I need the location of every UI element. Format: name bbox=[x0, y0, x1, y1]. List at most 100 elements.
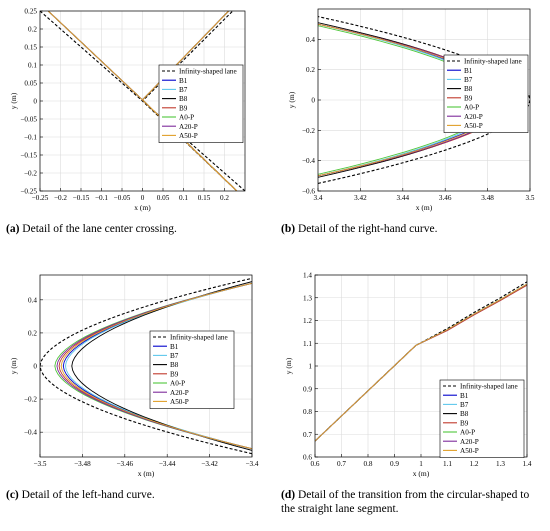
chart-c-x-tick-label: −3.5 bbox=[33, 460, 46, 468]
chart-d-x-tick-label: 1 bbox=[419, 460, 423, 468]
chart-b-y-tick-label: −0.2 bbox=[302, 127, 315, 135]
chart-d-series-line bbox=[315, 283, 527, 442]
chart-c-legend-label: A20-P bbox=[170, 389, 189, 397]
chart-a-x-tick-label: 0.05 bbox=[157, 194, 170, 202]
chart-d-x-tick-label: 1.4 bbox=[523, 460, 532, 468]
caption-c-tag: (c) bbox=[6, 489, 19, 501]
chart-c-x-tick-label: −3.42 bbox=[201, 460, 218, 468]
chart-d-x-tick-label: 1.2 bbox=[470, 460, 479, 468]
chart-a-y-tick-label: −0.15 bbox=[20, 152, 37, 160]
chart-a-y-axis-label: y (m) bbox=[9, 92, 18, 109]
chart-a-y-tick-label: 0.1 bbox=[28, 62, 37, 70]
chart-c-series-line bbox=[71, 281, 252, 451]
chart-c-x-tick-label: −3.4 bbox=[245, 460, 258, 468]
chart-a-y-tick-label: 0.2 bbox=[28, 26, 37, 34]
chart-b-legend-label: A50-P bbox=[464, 122, 483, 130]
chart-d-legend-label: Infinity-shaped lane bbox=[460, 383, 518, 391]
caption-a-tag: (a) bbox=[6, 223, 20, 235]
chart-d-y-tick-label: 1 bbox=[308, 363, 312, 371]
chart-a-y-tick-label: 0.05 bbox=[24, 80, 37, 88]
chart-c-axes-frame bbox=[39, 274, 253, 458]
chart-c-legend-label: B1 bbox=[170, 343, 179, 351]
chart-c-y-tick-label: −0.4 bbox=[24, 429, 37, 437]
chart-c-y-tick-label: 0.2 bbox=[28, 329, 37, 337]
chart-c-legend-box bbox=[149, 330, 235, 409]
chart-d-x-tick-label: 0.8 bbox=[364, 460, 373, 468]
chart-c-series-group bbox=[40, 277, 252, 455]
chart-a-legend-box bbox=[158, 64, 244, 143]
caption-b-text: Detail of the right-hand curve. bbox=[295, 223, 438, 235]
chart-b-svg: 3.4 3.42 3.44 3.46 3.48 3.5 −0.6 −0.4 −0.2 0 0.2 0.… bbox=[287, 8, 535, 212]
chart-b-x-tick-label: 3.48 bbox=[481, 194, 494, 202]
chart-a-svg: −0.25 −0.2 −0.15 −0.1 −0.05 0 0.05 0.1 0.15 0.2 −0… bbox=[9, 8, 246, 212]
chart-b-y-tick-label: −0.4 bbox=[302, 157, 315, 165]
chart-b-legend-label: Infinity-shaped lane bbox=[464, 58, 522, 66]
chart-d-legend-label: B9 bbox=[460, 419, 469, 427]
chart-b-x-tick-label: 3.46 bbox=[439, 194, 452, 202]
chart-b-legend-label: B8 bbox=[464, 85, 473, 93]
chart-d-y-axis-label: y (m) bbox=[284, 357, 293, 374]
chart-b-legend-label: B7 bbox=[464, 76, 473, 84]
chart-d-y-tick-label: 0.6 bbox=[303, 454, 312, 462]
chart-b-x-tick-label: 3.5 bbox=[526, 194, 535, 202]
caption-d-tag: (d) bbox=[281, 489, 296, 501]
caption-d-text: Detail of the transition from the circul… bbox=[281, 489, 530, 515]
chart-c-legend-label: Infinity-shaped lane bbox=[170, 334, 228, 342]
chart-a-legend-label: Infinity-shaped lane bbox=[179, 68, 237, 76]
chart-a-y-tick-label: 0.25 bbox=[24, 8, 37, 16]
caption-a: (a) Detail of the lane center crossing. bbox=[6, 222, 268, 236]
chart-b-y-axis-label: y (m) bbox=[287, 91, 296, 108]
chart-panel-b: 3.4 3.42 3.44 3.46 3.48 3.5 −0.6 −0.4 −0.2 0 0.2 0.… bbox=[275, 0, 550, 265]
chart-a-y-tick-label: 0 bbox=[33, 98, 37, 106]
chart-b-legend-box bbox=[443, 54, 529, 133]
chart-panel-c: −3.5 −3.48 −3.46 −3.44 −3.42 −3.4 −0.4 −0.2 0 0.2… bbox=[0, 266, 275, 531]
chart-c-x-tick-label: −3.44 bbox=[159, 460, 176, 468]
caption-c-text: Detail of the left-hand curve. bbox=[18, 489, 155, 501]
caption-d: (d) Detail of the transition from the ci… bbox=[281, 488, 543, 516]
chart-d-legend-label: B1 bbox=[460, 392, 469, 400]
chart-d-legend-label: B8 bbox=[460, 410, 469, 418]
chart-b-axes-frame bbox=[317, 8, 531, 192]
chart-b-y-tick-label: −0.6 bbox=[302, 188, 315, 196]
chart-c-series-line bbox=[40, 277, 252, 455]
chart-a-x-tick-label: −0.05 bbox=[114, 194, 131, 202]
chart-c-y-tick-label: 0 bbox=[33, 363, 37, 371]
chart-a-legend-label: A20-P bbox=[179, 123, 198, 131]
chart-c-legend-label: A0-P bbox=[170, 380, 185, 388]
chart-b-x-tick-label: 3.4 bbox=[314, 194, 323, 202]
chart-c-y-tick-label: 0.4 bbox=[28, 296, 37, 304]
chart-d-series-group bbox=[315, 281, 527, 442]
chart-a-y-tick-label: −0.1 bbox=[24, 134, 37, 142]
chart-c-legend-label: B8 bbox=[170, 361, 179, 369]
chart-c-legend-label: B7 bbox=[170, 352, 179, 360]
chart-b-legend-label: B1 bbox=[464, 67, 473, 75]
chart-a-y-tick-label: −0.05 bbox=[20, 116, 37, 124]
chart-a-series-line bbox=[141, 11, 238, 191]
chart-d-axes-frame bbox=[314, 274, 528, 458]
caption-b: (b) Detail of the right-hand curve. bbox=[281, 222, 543, 236]
chart-c-y-tick-label: −0.2 bbox=[24, 396, 37, 404]
chart-c-x-axis-label: x (m) bbox=[138, 469, 155, 478]
chart-b-legend-label: A20-P bbox=[464, 113, 483, 121]
chart-d-legend-label: A0-P bbox=[460, 429, 475, 437]
chart-a-axes-frame bbox=[39, 10, 246, 192]
chart-d-svg: 0.6 0.7 0.8 0.9 1 1.1 1.2 1.3 1.4 0.6 0.7 0.8 0.9 1 1.… bbox=[284, 272, 532, 479]
chart-a-legend-label: B9 bbox=[179, 104, 188, 112]
chart-b-y-tick-label: 0 bbox=[311, 97, 315, 105]
chart-b-legend-label: A0-P bbox=[464, 104, 479, 112]
chart-c-legend-label: A50-P bbox=[170, 398, 189, 406]
chart-d-y-tick-label: 1.3 bbox=[303, 294, 312, 302]
chart-b-legend-label: B9 bbox=[464, 94, 473, 102]
chart-c-series-line bbox=[60, 282, 252, 450]
chart-a-legend-label: A50-P bbox=[179, 132, 198, 140]
chart-b-x-tick-label: 3.44 bbox=[397, 194, 410, 202]
chart-d-x-tick-label: 0.6 bbox=[311, 460, 320, 468]
chart-a-x-tick-label: −0.2 bbox=[54, 194, 67, 202]
chart-a-legend-label: A0-P bbox=[179, 114, 194, 122]
chart-a-legend-label: B1 bbox=[179, 77, 188, 85]
caption-b-tag: (b) bbox=[281, 223, 296, 235]
chart-c-x-tick-label: −3.48 bbox=[74, 460, 91, 468]
chart-a-legend-label: B7 bbox=[179, 86, 188, 94]
chart-a-series-line bbox=[141, 11, 245, 191]
chart-d-x-tick-label: 1.1 bbox=[443, 460, 452, 468]
